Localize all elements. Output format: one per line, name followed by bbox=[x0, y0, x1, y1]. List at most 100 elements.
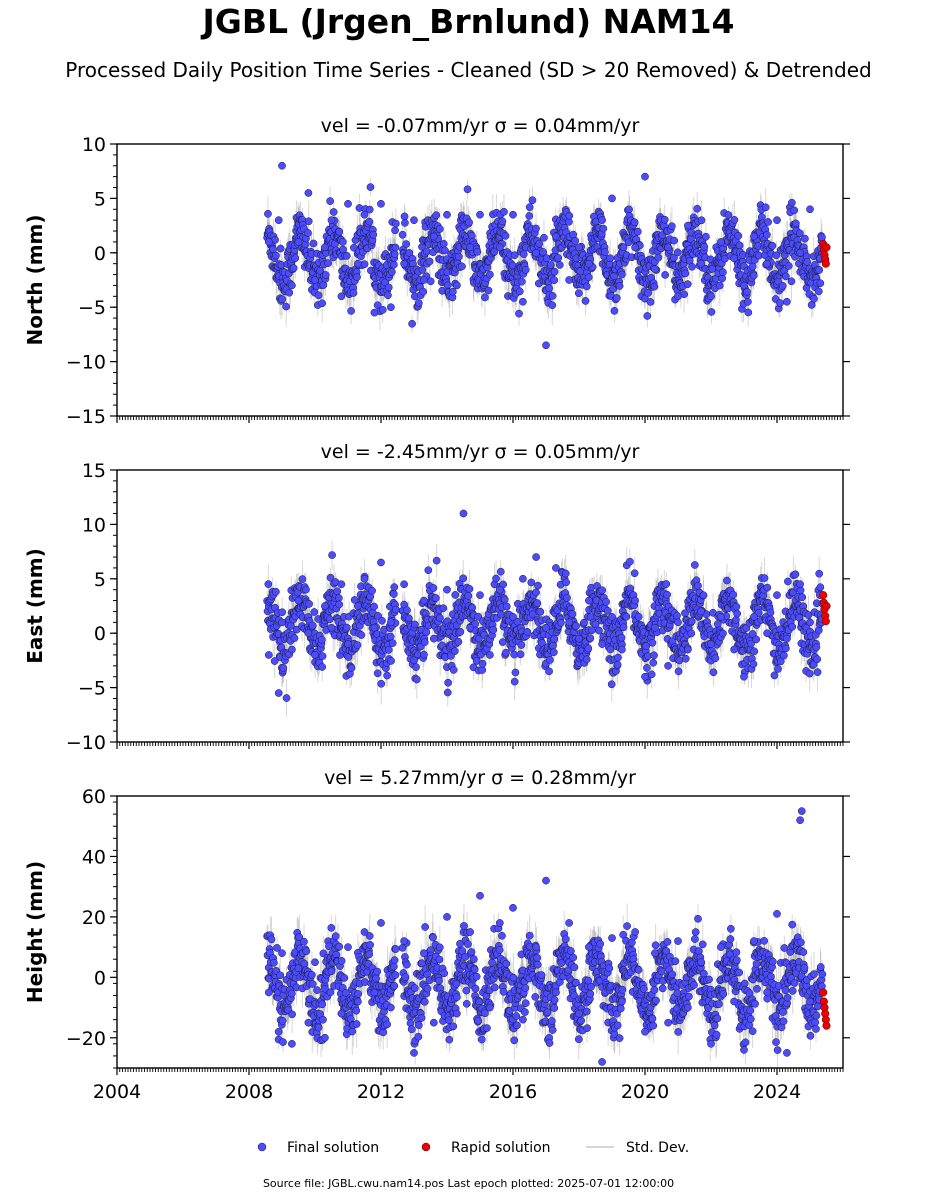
final-point bbox=[532, 553, 540, 561]
y-axis-label-north: North (mm) bbox=[23, 214, 47, 345]
final-point bbox=[664, 661, 672, 670]
final-point bbox=[542, 341, 550, 350]
final-point bbox=[575, 1009, 583, 1018]
final-point bbox=[674, 292, 682, 301]
final-point bbox=[532, 943, 540, 951]
panel-title-east: vel = -2.45mm/yr σ = 0.05mm/yr bbox=[321, 441, 640, 463]
final-point bbox=[763, 629, 771, 638]
final-point bbox=[631, 243, 639, 252]
final-point bbox=[278, 949, 286, 958]
density-cloud-north bbox=[263, 178, 827, 333]
final-point bbox=[304, 629, 313, 638]
final-point bbox=[532, 248, 540, 257]
final-point bbox=[806, 205, 814, 214]
final-point bbox=[344, 943, 352, 951]
final-point bbox=[796, 248, 804, 257]
final-point bbox=[387, 303, 395, 312]
final-point bbox=[773, 910, 781, 918]
final-point bbox=[486, 651, 494, 659]
legend-item-2: Std. Dev. bbox=[586, 1140, 689, 1156]
y-tick-label: −10 bbox=[66, 732, 106, 754]
x-tick-label: 2008 bbox=[225, 1081, 273, 1103]
final-point bbox=[354, 997, 362, 1006]
final-point bbox=[410, 216, 418, 225]
final-point bbox=[598, 640, 606, 648]
x-tick-label: 2016 bbox=[489, 1081, 537, 1103]
y-tick-label: 5 bbox=[94, 188, 106, 210]
final-point bbox=[641, 672, 649, 681]
final-point bbox=[453, 1009, 461, 1018]
final-point bbox=[476, 591, 484, 599]
y-tick-label: −5 bbox=[78, 678, 106, 700]
final-point bbox=[730, 645, 738, 654]
legend: Final solution Rapid solution Std. Dev. bbox=[257, 1140, 689, 1156]
y-tick-label: 10 bbox=[82, 514, 106, 536]
final-point bbox=[274, 216, 283, 225]
final-point bbox=[575, 634, 583, 643]
final-point bbox=[377, 199, 385, 208]
legend-item-1: Rapid solution bbox=[421, 1140, 551, 1156]
final-point bbox=[264, 651, 273, 659]
final-point bbox=[565, 618, 573, 627]
final-point bbox=[354, 259, 362, 268]
final-point bbox=[400, 937, 408, 945]
y-tick-label: 0 bbox=[94, 967, 106, 989]
panel-height: −20 0 20 40 60 2004 2008 2012 2016 2020 2024 vel = … bbox=[23, 767, 850, 1103]
final-point bbox=[707, 640, 715, 648]
final-point bbox=[598, 216, 606, 225]
panel-title-height: vel = 5.27mm/yr σ = 0.28mm/yr bbox=[324, 767, 636, 789]
final-point bbox=[750, 613, 758, 621]
final-point bbox=[618, 645, 626, 654]
legend-marker bbox=[421, 1142, 431, 1152]
final-point bbox=[274, 689, 283, 697]
final-point bbox=[429, 232, 438, 241]
final-point bbox=[420, 276, 428, 284]
y-tick-label: 10 bbox=[82, 134, 106, 156]
final-point bbox=[585, 259, 593, 268]
y-tick-label: 0 bbox=[94, 243, 106, 265]
final-point bbox=[354, 602, 362, 610]
final-point bbox=[796, 580, 804, 589]
y-tick-label: 15 bbox=[82, 460, 106, 482]
final-point bbox=[278, 618, 286, 627]
final-point bbox=[370, 308, 379, 317]
final-point bbox=[565, 919, 573, 927]
final-point bbox=[321, 602, 329, 610]
final-point bbox=[387, 1003, 395, 1012]
final-point bbox=[476, 891, 484, 900]
final-point bbox=[294, 238, 303, 246]
y-axis-label-east: East (mm) bbox=[23, 548, 47, 664]
legend-item-0: Final solution bbox=[257, 1140, 379, 1156]
final-point bbox=[278, 161, 286, 170]
final-point bbox=[773, 591, 781, 599]
final-point bbox=[717, 943, 725, 951]
final-point bbox=[410, 656, 418, 665]
rapid-point bbox=[822, 1021, 831, 1030]
final-point bbox=[264, 238, 273, 246]
rapid-point bbox=[821, 259, 830, 268]
final-point bbox=[740, 281, 748, 290]
final-point bbox=[542, 876, 550, 885]
x-tick-label: 2024 bbox=[753, 1081, 801, 1103]
final-point bbox=[274, 1027, 283, 1036]
final-point bbox=[608, 194, 616, 203]
rapid-point bbox=[819, 988, 828, 997]
final-point bbox=[311, 651, 319, 659]
footer-source: Source file: JGBL.cwu.nam14.pos Last epo… bbox=[262, 1177, 675, 1190]
final-point bbox=[740, 672, 748, 681]
final-point bbox=[495, 585, 504, 594]
final-point bbox=[763, 259, 771, 268]
final-point bbox=[697, 259, 705, 268]
series-final-north bbox=[264, 161, 824, 350]
density-points-north bbox=[263, 183, 827, 328]
panel-title-north: vel = -0.07mm/yr σ = 0.04mm/yr bbox=[321, 115, 640, 137]
final-point bbox=[565, 276, 573, 284]
final-point bbox=[585, 596, 593, 605]
final-point bbox=[797, 807, 806, 815]
legend-marker bbox=[257, 1142, 267, 1152]
final-point bbox=[360, 928, 369, 936]
series-final-east bbox=[264, 509, 824, 697]
final-point bbox=[327, 216, 336, 225]
series-rapid-north bbox=[819, 240, 831, 268]
